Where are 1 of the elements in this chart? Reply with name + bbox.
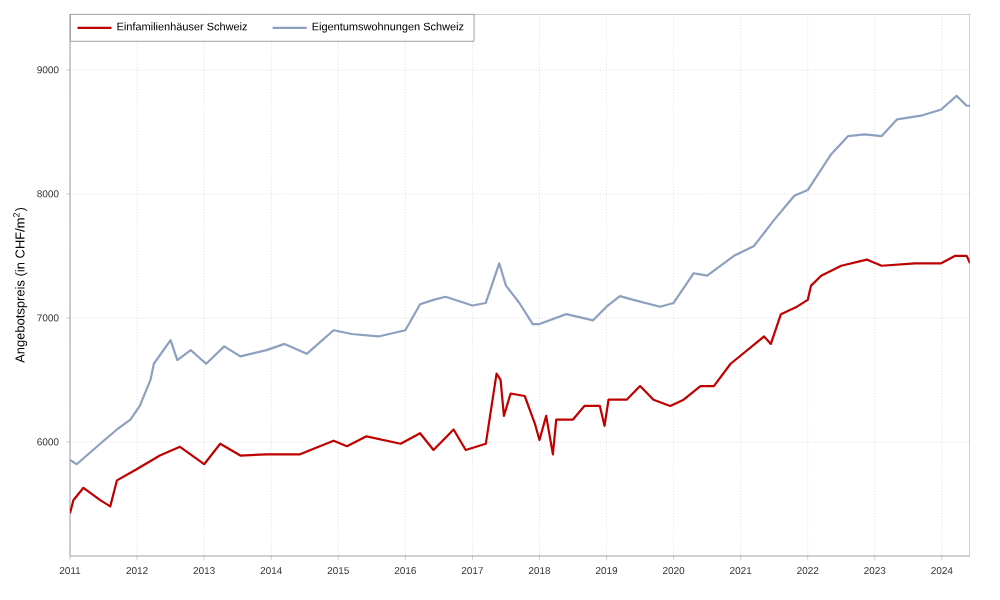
- line-series: [70, 94, 971, 466]
